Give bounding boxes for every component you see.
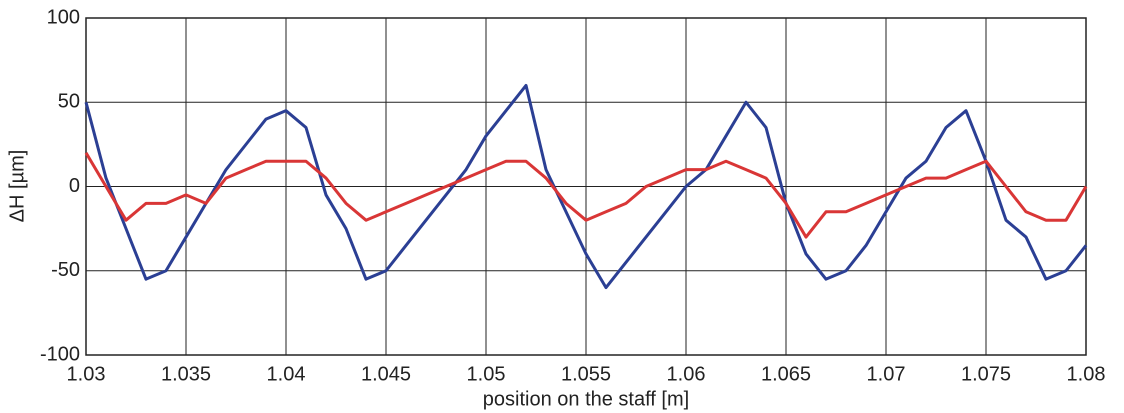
x-tick-label: 1.04 xyxy=(267,363,306,385)
x-tick-label: 1.035 xyxy=(161,363,211,385)
x-tick-label: 1.045 xyxy=(361,363,411,385)
x-axis-label: position on the staff [m] xyxy=(483,388,689,410)
x-tick-label: 1.05 xyxy=(467,363,506,385)
y-tick-label: 0 xyxy=(69,175,80,197)
y-tick-label: -50 xyxy=(51,259,80,281)
data-line xyxy=(84,152,1088,239)
y-tick-label: -100 xyxy=(40,343,80,365)
y-axis-label: ΔH [µm] xyxy=(6,150,28,223)
y-tick-label: 100 xyxy=(47,6,80,28)
x-tick-label: 1.03 xyxy=(67,363,106,385)
x-tick-label: 1.07 xyxy=(867,363,906,385)
x-tick-label: 1.075 xyxy=(961,363,1011,385)
x-tick-label: 1.065 xyxy=(761,363,811,385)
data-line xyxy=(84,83,1088,290)
x-tick-label: 1.08 xyxy=(1067,363,1106,385)
x-tick-label: 1.055 xyxy=(561,363,611,385)
x-tick-label: 1.06 xyxy=(667,363,706,385)
y-tick-label: 50 xyxy=(58,91,80,113)
